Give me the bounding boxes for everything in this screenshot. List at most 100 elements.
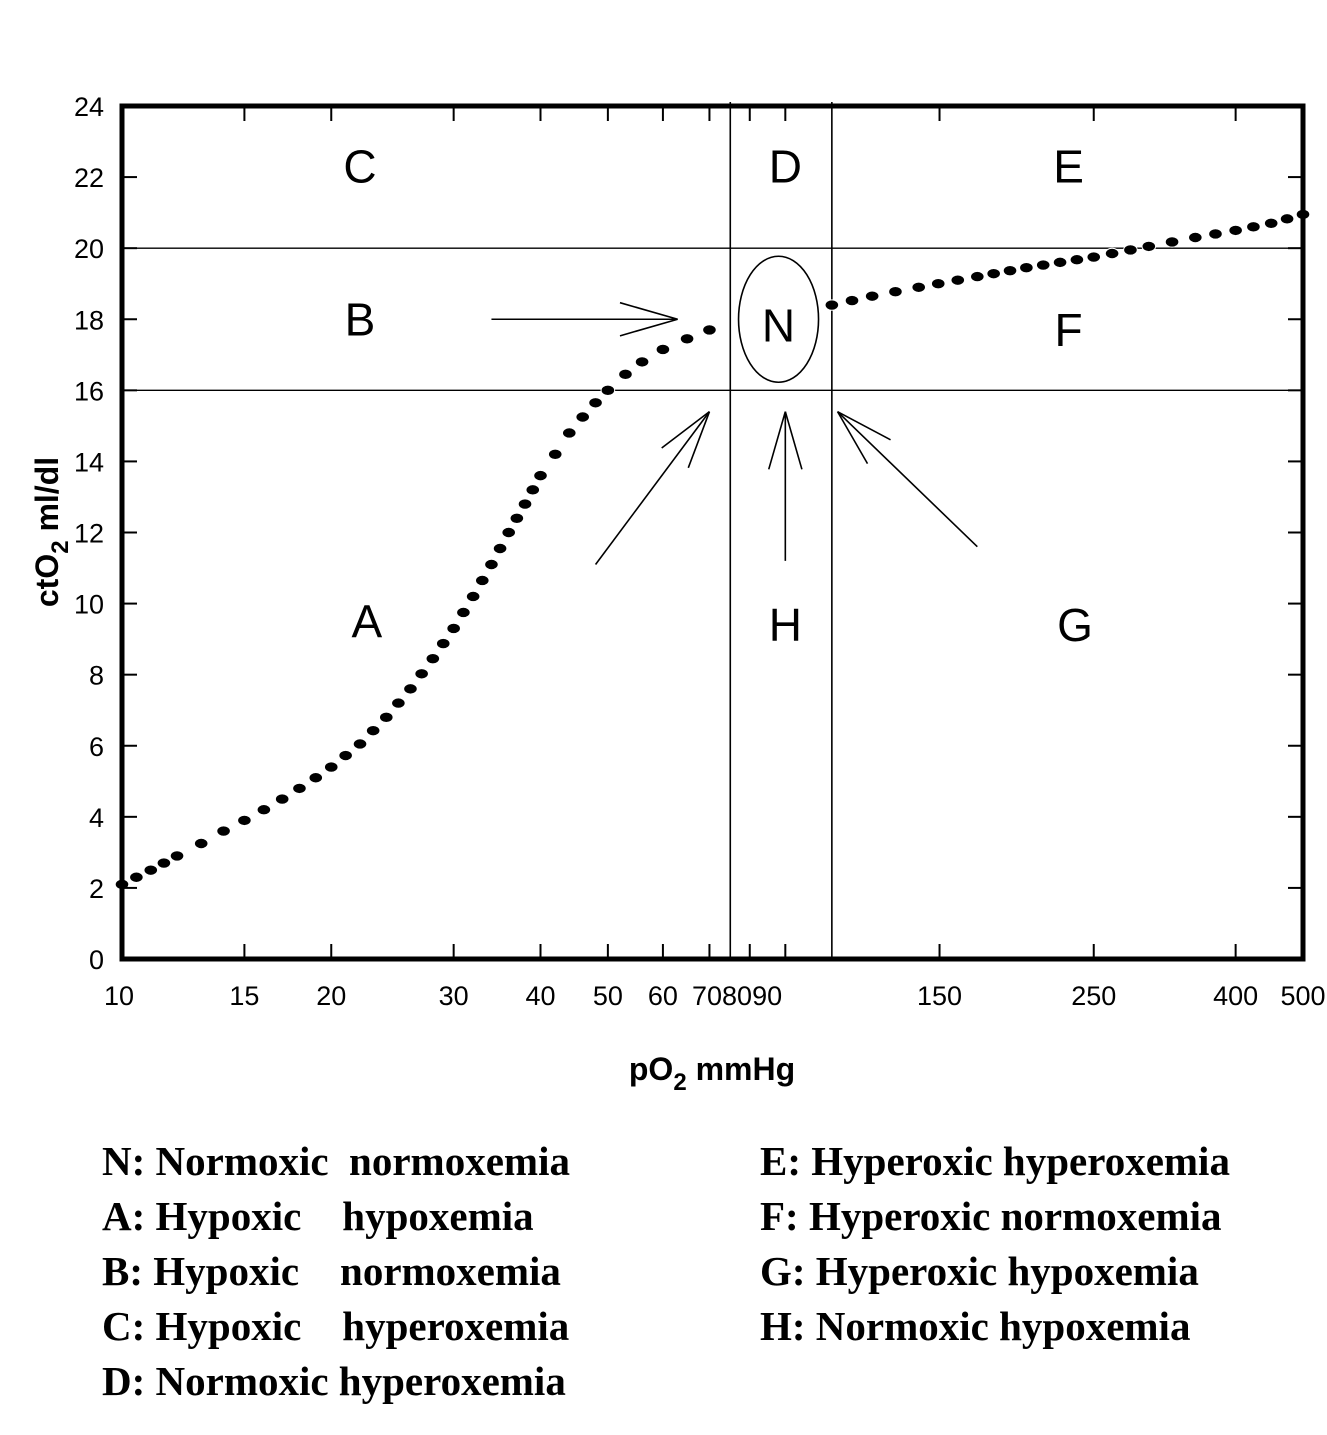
dissociation-curve xyxy=(114,208,1311,891)
curve-point xyxy=(1228,224,1243,237)
curve-point xyxy=(292,782,307,795)
legend-item: E: Hyperoxic hyperoxemia xyxy=(760,1138,1230,1184)
curve-point xyxy=(323,761,339,773)
y-tick-label: 14 xyxy=(74,447,104,477)
x-tick-label: 150 xyxy=(917,981,962,1011)
region-label-E: E xyxy=(1053,140,1084,192)
x-tick-label: 60 xyxy=(648,981,678,1011)
curve-point xyxy=(1188,231,1203,244)
curve-point xyxy=(547,448,563,461)
normal-zone-ellipse xyxy=(737,255,820,384)
curve-point xyxy=(501,526,517,539)
curve-point xyxy=(474,574,490,587)
legend: N: Normoxic normoxemia A: Hypoxic hypoxe… xyxy=(102,1138,1230,1404)
curve-point xyxy=(986,267,1001,280)
legend-item: G: Hyperoxic hypoxemia xyxy=(760,1248,1199,1294)
curve-point xyxy=(274,793,290,805)
curve-point xyxy=(864,290,880,302)
y-tick-label: 16 xyxy=(74,376,104,406)
x-tick-label-group: 708090 xyxy=(692,981,782,1011)
y-tick-label: 22 xyxy=(74,163,104,193)
curve-point xyxy=(950,274,966,286)
curve-point xyxy=(634,356,650,368)
curve-point xyxy=(1263,217,1279,229)
arrow xyxy=(836,410,978,548)
region-labels: C D E B F A H G xyxy=(343,140,1093,650)
curve-point xyxy=(655,343,671,356)
x-tick-label: 500 xyxy=(1280,981,1325,1011)
curve-point xyxy=(237,814,252,827)
curve-point xyxy=(1208,228,1223,240)
curve-point xyxy=(702,324,717,336)
y-tick-label: 20 xyxy=(74,234,104,264)
x-tick-label: 30 xyxy=(439,981,469,1011)
x-tick-label: 20 xyxy=(316,981,346,1011)
region-label-B: B xyxy=(345,293,376,345)
legend-item: A: Hypoxic hypoxemia xyxy=(102,1193,534,1239)
arrow-shaft xyxy=(836,411,978,548)
arrow-head xyxy=(619,318,678,337)
curve-point xyxy=(1104,247,1120,260)
arrow xyxy=(594,411,711,565)
curve-point xyxy=(509,512,525,524)
arrow xyxy=(767,411,803,561)
normal-zone: N xyxy=(737,255,820,384)
curve-point xyxy=(561,427,577,439)
curve-point xyxy=(1141,240,1157,253)
curve-point xyxy=(352,738,368,750)
y-tick-label: 8 xyxy=(89,661,104,691)
arrow-head xyxy=(619,301,678,321)
curve-point xyxy=(970,270,985,283)
y-tick-label: 24 xyxy=(74,92,104,122)
x-tick-label: 15 xyxy=(229,981,259,1011)
x-axis-title-unit: mmHg xyxy=(687,1051,795,1087)
curve-point xyxy=(435,637,451,650)
normal-zone-label: N xyxy=(762,299,795,351)
curve-point xyxy=(414,668,429,680)
curve-point xyxy=(1246,221,1261,233)
y-axis-title-unit: ml/dl xyxy=(29,457,65,541)
curve-point xyxy=(1002,264,1018,277)
y-tick-label: 10 xyxy=(74,590,104,620)
region-arrows xyxy=(491,301,978,565)
legend-item: F: Hyperoxic normoxemia xyxy=(760,1193,1222,1239)
curve-point xyxy=(1279,213,1295,225)
curve-point xyxy=(600,384,616,397)
x-axis-title: pO2 mmHg xyxy=(629,1051,795,1096)
x-axis-title-main: pO xyxy=(629,1051,673,1087)
curve-point xyxy=(525,484,541,496)
arrow xyxy=(491,301,678,337)
curve-point xyxy=(425,652,441,665)
region-label-F: F xyxy=(1055,304,1083,356)
y-tick-label: 6 xyxy=(89,732,104,762)
curve-point xyxy=(911,281,927,293)
legend-item: H: Normoxic hypoxemia xyxy=(760,1303,1190,1349)
curve-point xyxy=(216,825,231,837)
curve-point xyxy=(1035,259,1051,271)
curve-point xyxy=(844,294,860,307)
y-axis-title-sub: 2 xyxy=(47,540,74,553)
x-tick-label: 50 xyxy=(593,981,623,1011)
plot-border xyxy=(119,103,1306,962)
region-label-H: H xyxy=(769,599,802,651)
legend-item: B: Hypoxic normoxemia xyxy=(102,1248,561,1294)
y-tick-label: 12 xyxy=(74,519,104,549)
arrow-head xyxy=(837,410,891,441)
x-tick-label: 40 xyxy=(525,981,555,1011)
x-axis-title-sub: 2 xyxy=(673,1069,686,1096)
region-label-G: G xyxy=(1057,599,1093,651)
curve-point xyxy=(517,498,533,510)
curve-point xyxy=(256,804,272,816)
curve-point xyxy=(1086,251,1102,263)
x-tick-label: 250 xyxy=(1071,981,1116,1011)
legend-item: N: Normoxic normoxemia xyxy=(102,1138,570,1184)
y-tick-label: 18 xyxy=(74,305,104,335)
curve-point xyxy=(129,871,144,883)
arrow-head xyxy=(661,411,710,449)
curve-point xyxy=(588,397,603,409)
curve-point xyxy=(156,857,172,869)
curve-point xyxy=(533,469,548,482)
curve-point xyxy=(484,558,499,571)
